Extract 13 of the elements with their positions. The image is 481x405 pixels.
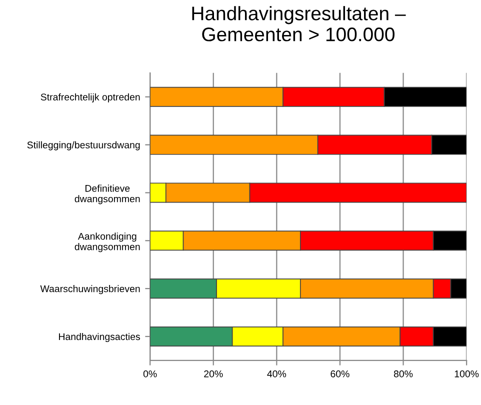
x-tick-label: 60% [330,370,350,378]
y-tick-label: Aankondiging dwangsommen [74,232,140,252]
y-tick-label: Stillegging/bestuursdwang [27,141,140,150]
x-tick-label: 100% [454,370,479,378]
x-tick-label: 40% [267,370,286,378]
y-tick-label: Strafrechtelijk optreden [40,93,140,102]
x-tick-label: 80% [394,370,413,378]
x-tick-label: 0% [143,370,157,378]
y-tick-label: Handhavingsacties [59,332,140,342]
chart-title: Handhavingsresultaten – Gemeenten > 100.000 [192,6,406,42]
x-tick-label: 20% [204,370,223,378]
y-tick-label: Definitieve dwangsommen [74,184,140,204]
y-tick-label: Waarschuwingsbrieven [40,285,140,294]
